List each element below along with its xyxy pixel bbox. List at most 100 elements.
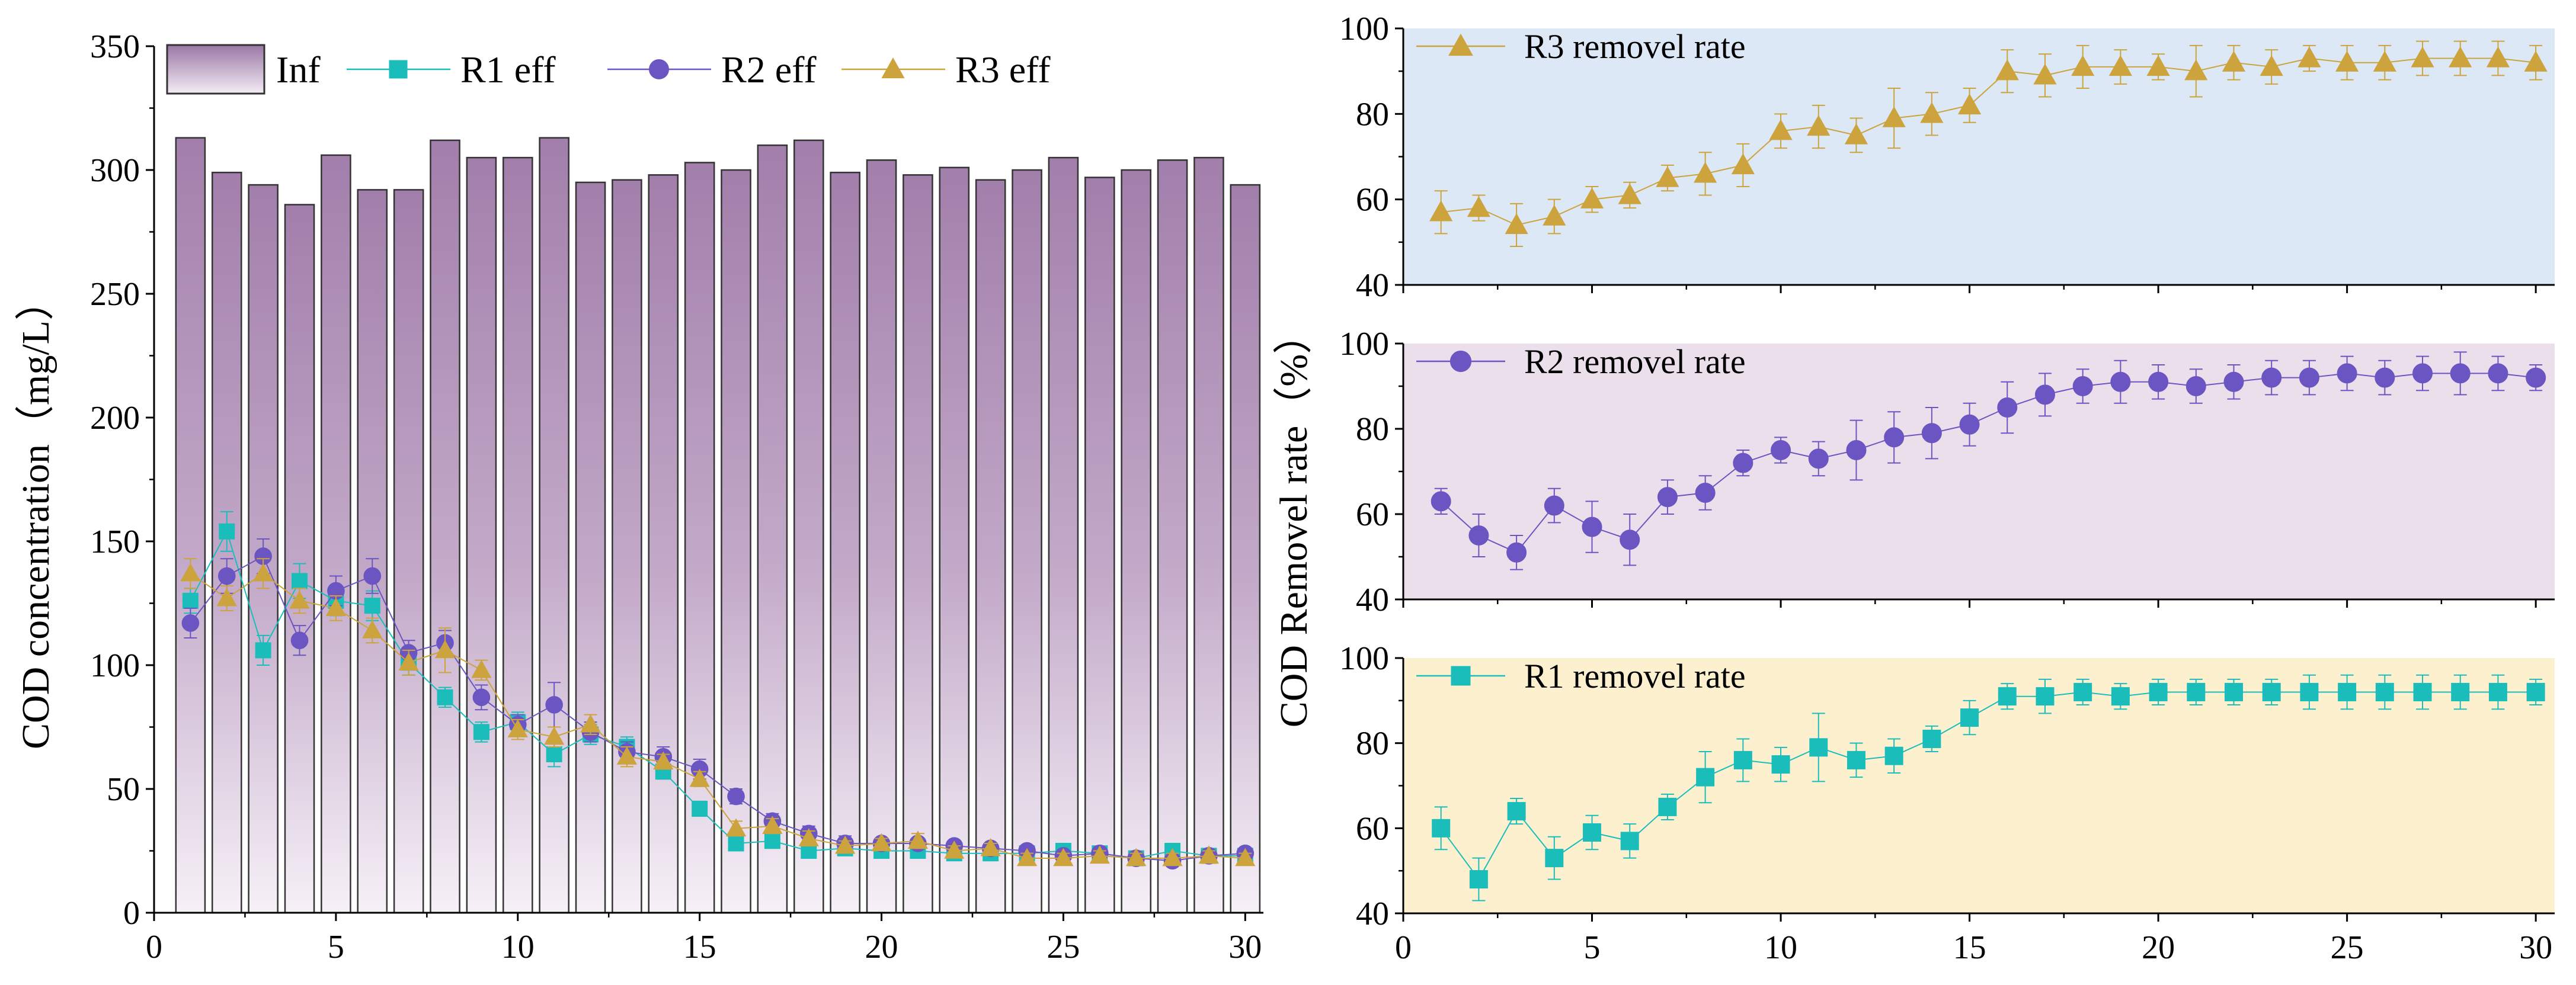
data-point [2524,50,2548,72]
data-point [1016,848,1038,867]
series-r1-removel-rate [1432,674,2545,901]
data-point [1657,487,1678,508]
data-point [2034,384,2055,405]
legend-label: R2 removel rate [1524,342,1746,381]
x-tick-label: 25 [2331,929,2364,966]
data-point [1656,166,1679,187]
legend-marker [389,60,408,79]
data-point [2451,682,2470,701]
data-point [1467,196,1491,217]
panel-background [1403,344,2555,599]
data-point [798,828,819,846]
data-point [1431,491,1451,512]
data-point [689,768,710,787]
x-tick-label: 30 [1228,929,1262,965]
data-point [2225,682,2244,701]
data-point [1545,849,1564,868]
data-point [2300,682,2319,701]
inf-bar [648,174,679,914]
data-point [363,567,382,585]
data-point [181,614,200,632]
data-point [2375,367,2395,388]
data-point [616,746,638,765]
legend-marker [1448,33,1473,56]
series-r2-removel-rate [1431,351,2546,570]
inf-bar [539,137,569,914]
data-point [1089,845,1110,864]
y-tick-label: 80 [1356,726,1389,762]
series-r3-removel-rate [1429,40,2548,248]
data-point [1506,542,1527,563]
data-point [473,724,489,740]
data-point [944,840,965,859]
inf-bar [321,154,351,914]
data-point [1882,106,1906,127]
x-tick-label: 20 [865,929,898,965]
data-point [2148,371,2169,392]
data-point [545,696,563,714]
inf-bars [175,137,1261,914]
data-point [1696,768,1715,787]
data-point [1807,114,1831,136]
x-tick-label: 25 [1047,929,1080,965]
data-point [290,631,309,649]
data-point [1695,483,1716,503]
data-point [2222,50,2246,72]
data-point [1580,187,1604,208]
data-point [871,833,892,852]
y-tick-label: 0 [123,895,140,932]
data-point [2110,371,2131,392]
data-point [762,816,783,834]
data-point [580,714,601,733]
data-point [472,688,491,707]
data-point [2146,54,2170,76]
data-point [2338,682,2357,701]
data-point [2072,376,2093,396]
data-point [434,640,456,659]
data-point [725,818,747,837]
data-point [1468,525,1489,546]
legend-marker [1451,666,1471,686]
x-tick-label: 10 [501,929,535,965]
data-point [1920,102,1944,123]
panel-background [1403,28,2555,285]
series-r3-eff [180,558,1256,867]
y-tick-label: 100 [1339,11,1389,47]
data-point [2036,687,2055,706]
data-point [255,642,271,659]
legend-marker [881,57,905,79]
data-point [1053,848,1074,867]
data-point [2111,687,2130,706]
data-point [1844,123,1868,145]
data-point [1884,427,1905,448]
inf-bar [1012,169,1042,914]
inf-bar [757,144,788,914]
concentration-legend: Inf R1 eff R2 eff R3 eff [166,44,1051,95]
x-tick-label: 15 [1953,929,1986,966]
concentration-chart: 0 50 100 150 200 250 300 350 0 5 10 15 20 25 30 COD co… [14,28,1263,965]
data-point [1808,448,1829,469]
data-point [2335,50,2359,72]
legend-label-inf: Inf [276,49,321,91]
x-tick-label: 5 [1584,929,1601,966]
data-point [2261,367,2282,388]
data-point [1884,746,1903,765]
data-point [2450,363,2471,384]
data-point [2412,363,2433,384]
effluent-series [180,511,1256,870]
x-tick-label: 0 [146,929,162,965]
data-point [1618,183,1641,204]
data-point [216,588,237,607]
data-point [219,523,235,540]
concentration-y-axis-label: COD concentration（mg/L） [14,281,57,749]
legend-label: R1 removel rate [1524,657,1746,695]
data-point [2185,376,2206,396]
y-tick-label: 40 [1356,582,1389,618]
legend-label: R2 eff [721,49,817,91]
data-point [2486,46,2510,68]
data-point [764,833,780,849]
data-point [364,598,380,614]
inf-bar [830,171,860,914]
data-point [692,800,708,817]
inf-bar [1157,159,1188,914]
